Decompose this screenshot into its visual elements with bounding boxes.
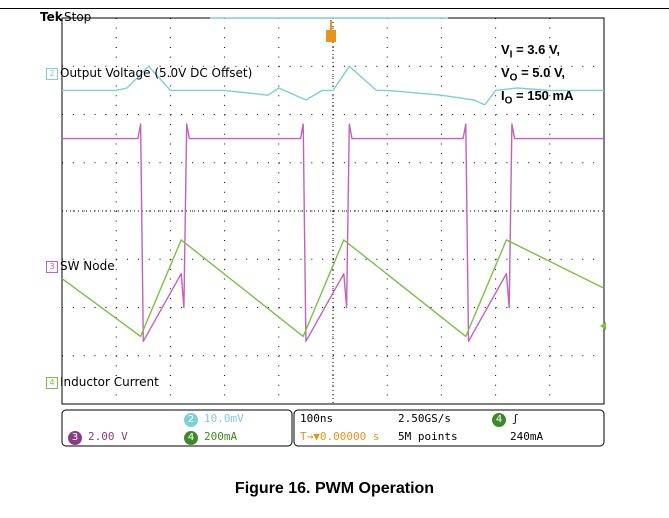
ch4-marker-icon: 4 <box>46 376 58 389</box>
acquisition-readout-panel <box>293 409 605 447</box>
series-2-trace <box>62 65 604 106</box>
trigger-position-readout: T→▼0.00000 s <box>300 430 380 443</box>
ch2-scale: 10.0mV <box>204 412 244 425</box>
series-3-trace <box>62 123 604 342</box>
ch2-marker-icon: 2 <box>46 67 58 80</box>
trigger-level-icon <box>600 322 606 330</box>
trigger-source-badge: 4 <box>492 413 506 427</box>
ch2-scale-readout: 2 10.0mV <box>184 412 244 427</box>
trigger-marker-icon <box>326 30 336 42</box>
record-length-readout: 5M points <box>398 430 458 443</box>
timebase-readout: 100ns <box>300 412 334 425</box>
brand-label: Tek <box>40 10 63 24</box>
ch4-series-name: Inductor Current <box>60 375 159 389</box>
series-4-trace <box>61 239 605 338</box>
trace-layer <box>61 65 605 342</box>
marker-layer <box>61 17 606 447</box>
annotation-vi: VI = 3.6 V, <box>501 42 561 61</box>
acquisition-state: Stop <box>64 10 92 24</box>
ch4-scale-readout: 4 200mA <box>184 430 237 445</box>
ch3-label: 3 SW Node <box>46 259 115 273</box>
annotation-io: IO = 150 mA <box>501 88 574 107</box>
annotation-vo: VO = 5.0 V, <box>501 65 566 84</box>
ch2-badge: 2 <box>184 413 198 427</box>
trigger-level-readout: 240mA <box>510 430 544 443</box>
ch2-series-name: Output Voltage (5.0V DC Offset) <box>60 66 253 80</box>
trigger-position-icon: T→▼ <box>300 430 320 443</box>
ch3-scale: 2.00 V <box>88 430 128 443</box>
ch4-scale: 200mA <box>204 430 238 443</box>
rising-edge-icon: ʃ <box>512 412 519 425</box>
figure-caption: Figure 16. PWM Operation <box>234 480 435 497</box>
channel-readout-panel <box>61 409 293 447</box>
ch2-label: 2 Output Voltage (5.0V DC Offset) <box>46 66 252 80</box>
ch3-series-name: SW Node <box>60 259 115 273</box>
sample-rate-readout: 2.50GS/s <box>398 412 451 425</box>
ch3-scale-readout: 3 2.00 V <box>68 430 128 445</box>
ch3-marker-icon: 3 <box>46 260 58 273</box>
ch3-badge: 3 <box>68 431 82 445</box>
ch4-label: 4 Inductor Current <box>46 375 159 389</box>
top-rule <box>0 8 669 9</box>
ch4-badge: 4 <box>184 431 198 445</box>
